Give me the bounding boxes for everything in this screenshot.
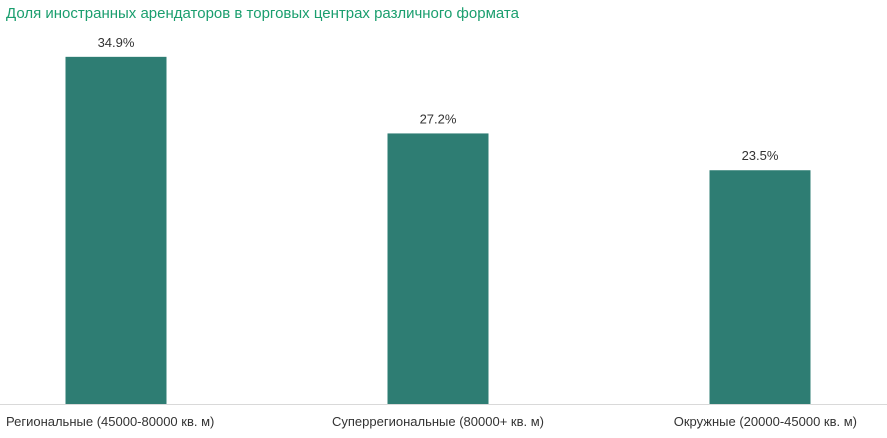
value-label-1: 34.9%	[98, 35, 135, 50]
bars-layer	[65, 56, 811, 404]
bar-1	[65, 56, 167, 404]
chart-title: Доля иностранных арендаторов в торговых …	[6, 5, 519, 22]
category-label-1: Региональные (45000-80000 кв. м)	[6, 414, 214, 429]
bar-2	[387, 133, 489, 404]
value-label-3: 23.5%	[742, 148, 779, 163]
value-labels-layer: 34.9% 27.2% 23.5%	[98, 35, 779, 163]
bar-3	[709, 170, 811, 404]
category-label-3: Окружные (20000-45000 кв. м)	[674, 414, 857, 429]
category-label-2: Суперрегиональные (80000+ кв. м)	[332, 414, 544, 429]
value-label-2: 27.2%	[420, 111, 457, 126]
category-labels-layer: Региональные (45000-80000 кв. м) Суперрег…	[6, 414, 857, 429]
